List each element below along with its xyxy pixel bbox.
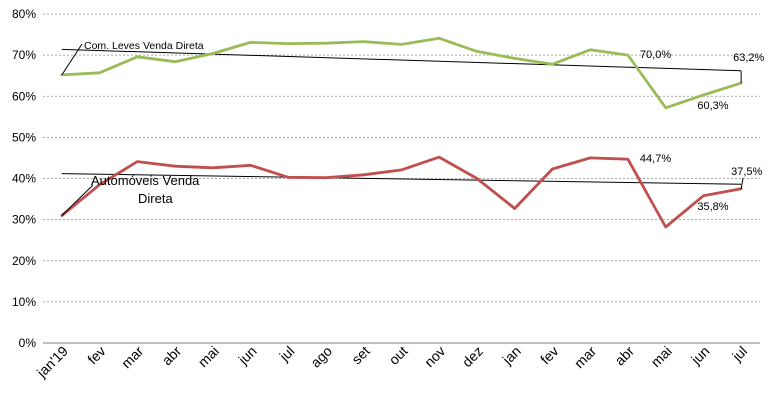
y-tick-label: 40% bbox=[12, 172, 36, 186]
data-label: 44,7% bbox=[640, 153, 671, 165]
y-tick-label: 0% bbox=[19, 336, 37, 350]
y-tick-label: 70% bbox=[12, 48, 36, 62]
data-label: 37,5% bbox=[731, 166, 762, 178]
y-tick-label: 60% bbox=[12, 89, 36, 103]
x-tick-label: mai bbox=[648, 343, 675, 370]
data-label: 63,2% bbox=[733, 52, 764, 64]
x-tick-label: out bbox=[386, 343, 411, 368]
x-tick-label: jun bbox=[687, 343, 712, 368]
x-tick-label: jan'19 bbox=[33, 343, 71, 381]
x-tick-label: jan bbox=[499, 343, 524, 368]
series-names: Com. Leves Venda Direta Automóveis Venda… bbox=[61, 40, 204, 216]
gridlines bbox=[43, 13, 760, 344]
data-label: 70,0% bbox=[640, 49, 671, 61]
x-tick-label: mai bbox=[195, 343, 222, 370]
x-axis-ticks: jan'19 fev mar abr mai jun jul ago set out nov dez j… bbox=[33, 343, 750, 381]
x-tick-label: jul bbox=[275, 343, 297, 365]
trendline bbox=[61, 173, 742, 185]
series-name-com-leves: Com. Leves Venda Direta bbox=[84, 40, 204, 52]
x-tick-label: mar bbox=[571, 343, 600, 372]
trendline bbox=[61, 48, 742, 72]
series-name-leader-com-leves bbox=[61, 43, 83, 76]
series-name-automoveis: Automóveis Venda Direta bbox=[91, 173, 203, 206]
x-tick-label: jun bbox=[234, 343, 259, 368]
y-tick-label: 10% bbox=[12, 295, 36, 309]
x-tick-label: ago bbox=[307, 343, 335, 371]
x-tick-label: abr bbox=[159, 343, 185, 369]
data-labels: 70,0% 60,3% 63,2% 44,7% 35,8% 37,5% bbox=[640, 49, 765, 213]
x-tick-label: fev bbox=[84, 343, 109, 368]
x-tick-label: nov bbox=[421, 343, 448, 370]
y-tick-label: 80% bbox=[12, 7, 36, 21]
x-tick-label: dez bbox=[459, 343, 486, 370]
y-tick-label: 30% bbox=[12, 213, 36, 227]
x-tick-label: fev bbox=[537, 343, 562, 368]
x-tick-label: mar bbox=[118, 343, 147, 372]
data-label: 60,3% bbox=[697, 100, 728, 112]
y-tick-label: 50% bbox=[12, 130, 36, 144]
series-line bbox=[60, 155, 743, 229]
data-label-leader bbox=[740, 177, 744, 189]
y-axis-ticks: 0% 10% 20% 30% 40% 50% 60% 70% 80% bbox=[12, 7, 36, 350]
x-tick-label: set bbox=[348, 343, 373, 368]
y-tick-label: 20% bbox=[12, 254, 36, 268]
x-tick-label: jul bbox=[728, 343, 750, 365]
series-line bbox=[60, 36, 743, 110]
trendlines bbox=[61, 48, 742, 185]
data-label: 35,8% bbox=[697, 201, 728, 213]
series-lines bbox=[60, 36, 743, 229]
series-name-leader-automoveis bbox=[61, 184, 94, 216]
x-tick-label: abr bbox=[611, 343, 637, 369]
